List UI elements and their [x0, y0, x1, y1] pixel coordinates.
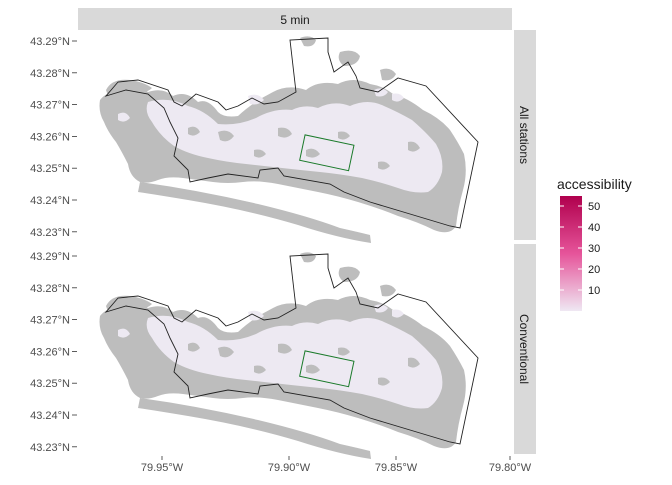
facet-row-label-2: Conventional [517, 314, 531, 384]
x-tick-label: 79.80°W [489, 462, 532, 474]
legend-tick-label: 10 [588, 285, 600, 297]
legend: accessibility 50 40 30 20 10 [557, 176, 632, 311]
facet-strip-right-1 [514, 30, 536, 240]
y-tick-label: 43.23°N [30, 227, 70, 239]
y-tick-label: 43.24°N [30, 195, 70, 207]
x-tick-label: 79.90°W [268, 462, 311, 474]
legend-ticks: 50 40 30 20 10 [560, 201, 600, 297]
map-panel-all-stations [99, 36, 479, 244]
y-tick-label: 43.29°N [30, 36, 70, 48]
legend-tick-label: 20 [588, 264, 600, 276]
y-tick-label: 43.25°N [30, 163, 70, 175]
y-axis-top: 43.29°N 43.28°N 43.27°N 43.26°N 43.25°N 43.24… [30, 36, 77, 239]
y-tick-label: 43.29°N [30, 251, 70, 263]
facet-column-label: 5 min [280, 13, 309, 27]
study-area-box [299, 134, 355, 172]
y-tick-label: 43.28°N [30, 68, 70, 80]
legend-tick-label: 50 [588, 201, 600, 213]
legend-tick-label: 30 [588, 243, 600, 255]
facet-strip-right-2 [514, 244, 536, 454]
legend-title: accessibility [557, 176, 632, 192]
y-axis-bottom: 43.29°N 43.28°N 43.27°N 43.26°N 43.25°N 43.24… [30, 251, 77, 454]
study-area-box [299, 350, 355, 388]
legend-tick-label: 40 [588, 222, 600, 234]
y-tick-label: 43.26°N [30, 346, 70, 358]
x-tick-label: 79.95°W [141, 462, 184, 474]
y-tick-label: 43.27°N [30, 100, 70, 112]
y-tick-label: 43.25°N [30, 378, 70, 390]
facet-row-label-1: All stations [517, 106, 531, 164]
y-tick-label: 43.28°N [30, 283, 70, 295]
y-tick-label: 43.24°N [30, 410, 70, 422]
x-tick-label: 79.85°W [375, 462, 418, 474]
y-tick-label: 43.23°N [30, 442, 70, 454]
x-axis: 79.95°W 79.90°W 79.85°W 79.80°W [141, 456, 532, 474]
y-tick-label: 43.26°N [30, 131, 70, 143]
y-tick-label: 43.27°N [30, 315, 70, 327]
facet-strip-top [78, 8, 512, 30]
map-panel-conventional [99, 252, 479, 459]
legend-colorbar [560, 196, 582, 311]
